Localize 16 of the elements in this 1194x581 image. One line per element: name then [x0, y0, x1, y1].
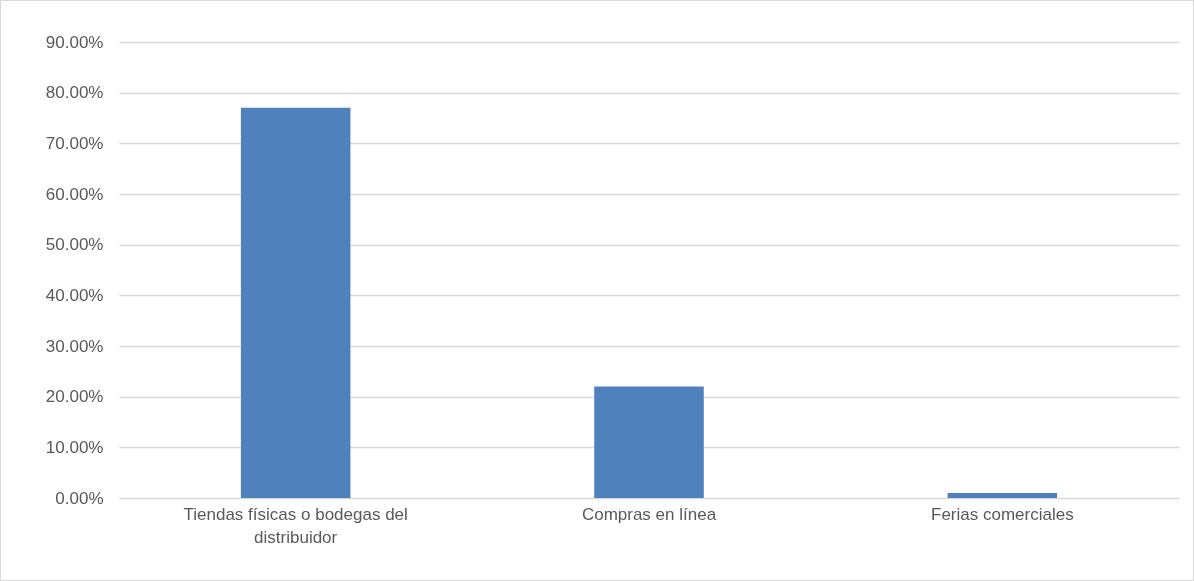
y-tick-label: 0.00%	[55, 488, 104, 508]
y-tick-label: 60.00%	[45, 184, 104, 204]
y-tick-label: 40.00%	[45, 285, 104, 305]
y-tick-label: 30.00%	[45, 336, 104, 356]
bar	[594, 386, 704, 498]
x-tick-label: Compras en línea	[581, 504, 717, 524]
y-tick-label: 50.00%	[45, 235, 104, 255]
bar	[240, 107, 351, 498]
x-tick-label: Ferias comerciales	[931, 504, 1074, 524]
y-tick-label: 90.00%	[45, 32, 104, 52]
bar	[947, 492, 1058, 498]
y-tick-label: 20.00%	[45, 387, 104, 407]
y-tick-label: 80.00%	[45, 83, 104, 103]
y-tick-label: 70.00%	[45, 133, 104, 153]
x-tick-label: Tiendas físicas o bodegas del distribuidor	[183, 504, 408, 547]
y-tick-label: 10.00%	[45, 437, 104, 457]
